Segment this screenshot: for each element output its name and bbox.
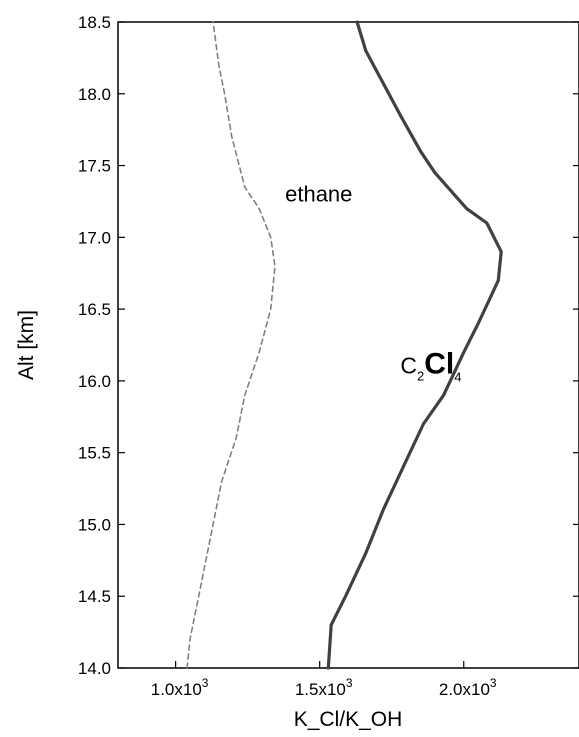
y-tick-label: 17.5 — [78, 157, 111, 176]
y-tick-label: 15.0 — [78, 515, 111, 534]
series-line-c2cl4 — [326, 20, 503, 670]
x-tick-mantissa: 1.5x10 — [295, 680, 346, 699]
c2cl4-base2: Cl — [424, 348, 454, 381]
x-tick-mantissa: 2.0x10 — [439, 680, 490, 699]
y-tick-label: 15.5 — [78, 444, 111, 463]
plot-frame — [117, 21, 579, 669]
x-axis-ticks: 1.0x103 1.5x103 2.0x103 — [151, 661, 497, 699]
series-layer — [186, 20, 503, 670]
series-line-ethane — [186, 21, 276, 669]
x-tick-label: 1.0x103 — [151, 676, 209, 699]
y-tick-label: 16.5 — [78, 300, 111, 319]
y-tick-label: 16.0 — [78, 372, 111, 391]
x-tick-exponent: 3 — [490, 676, 497, 690]
y-axis-title: Alt [km] — [15, 310, 38, 380]
y-tick-label: 14.0 — [78, 659, 111, 678]
c2cl4-sub1: 2 — [417, 369, 424, 384]
y-axis-ticks: 14.0 14.5 15.0 15.5 16.0 16.5 17.0 17.5 18.0 18.5 — [78, 13, 579, 678]
y-tick-label: 14.5 — [78, 587, 111, 606]
x-tick-label: 1.5x103 — [295, 676, 353, 699]
x-tick-exponent: 3 — [346, 676, 353, 690]
y-tick-label: 18.0 — [78, 85, 111, 104]
x-tick-label: 2.0x103 — [439, 676, 497, 699]
c2cl4-label: C2Cl4 — [400, 348, 461, 385]
x-axis-title: K_Cl/K_OH — [294, 708, 403, 731]
ethane-label: ethane — [285, 181, 352, 206]
y-tick-label: 18.5 — [78, 13, 111, 32]
c2cl4-sub2: 4 — [454, 370, 461, 385]
x-tick-exponent: 3 — [202, 676, 209, 690]
y-tick-label: 17.0 — [78, 228, 111, 247]
c2cl4-base1: C — [400, 353, 417, 379]
x-tick-mantissa: 1.0x10 — [151, 680, 202, 699]
